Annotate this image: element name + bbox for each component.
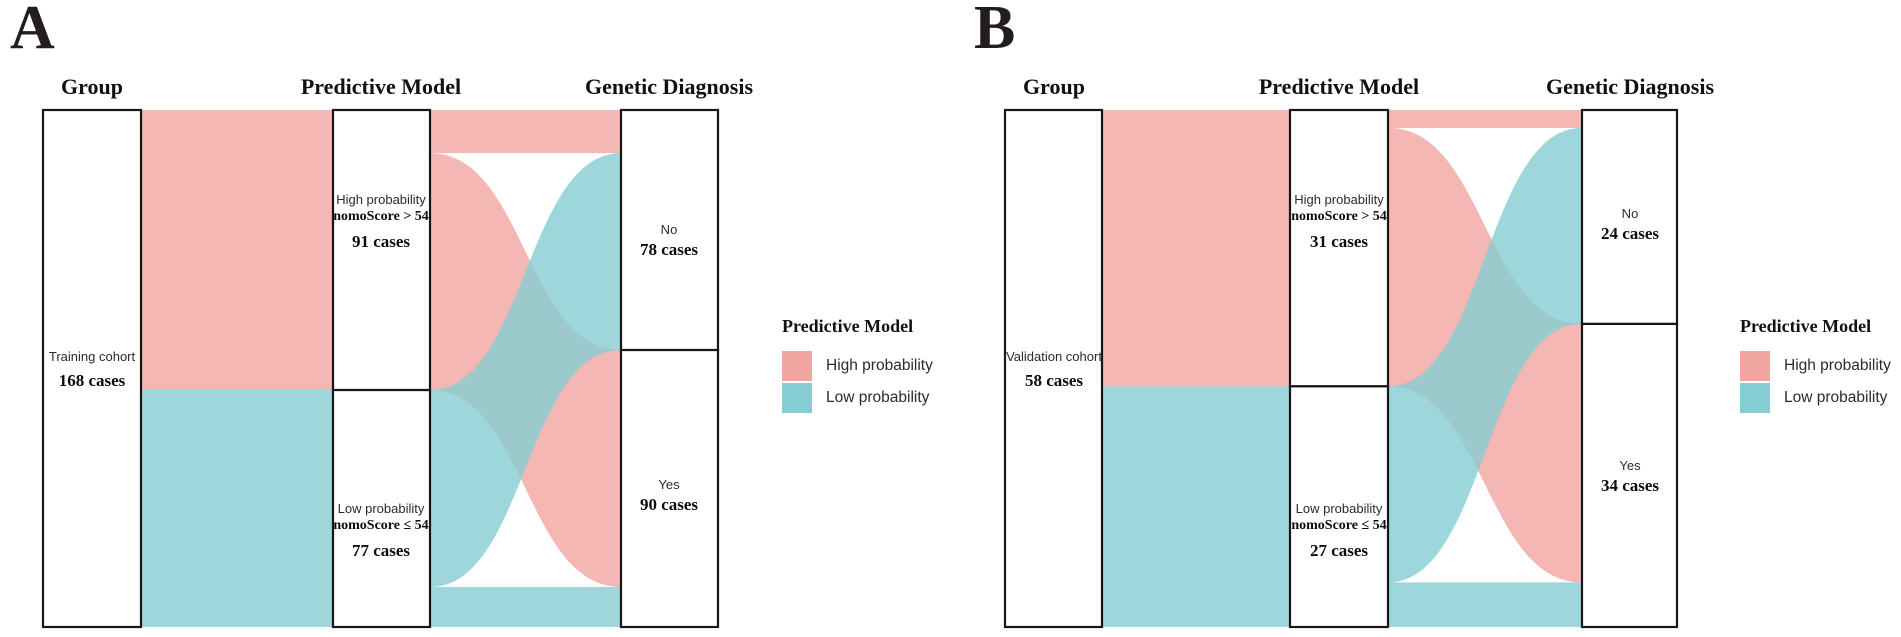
panel-b-letter: B [974, 0, 1016, 62]
stratum-name: High probability [1294, 192, 1384, 207]
stratum-a-diagnosis-no [619, 108, 720, 352]
stratum-a-model-low [331, 388, 432, 629]
stratum-cases: 34 cases [1600, 476, 1660, 496]
stratum-b-group [1003, 108, 1104, 629]
stratum-name: Yes [1619, 458, 1641, 473]
stratum-cases: 77 cases [351, 541, 411, 561]
ribbon-a-low-to-yes [430, 586, 621, 627]
high-probability-swatch [1740, 351, 1770, 381]
axis-title-b-group: Group [1023, 74, 1085, 99]
stratum-name: High probability [336, 192, 426, 207]
axis-title-b-model: Predictive Model [1258, 74, 1420, 99]
ribbon-a-high-to-no [430, 110, 621, 154]
node-label-b-group: Validation cohort 58 cases [1006, 349, 1102, 392]
ribbon-b-low-to-no [1388, 127, 1582, 583]
stratum-name: No [660, 222, 678, 237]
node-label-a-model-low: Low probability nomoScore ≤ 54 77 cases [333, 501, 428, 562]
stratum-name: Low probability [1295, 501, 1383, 516]
stratum-a-group [41, 108, 143, 629]
group-name: Training cohort [48, 349, 136, 364]
flow-b-group-to-low [1102, 386, 1290, 627]
node-label-a-diagnosis-yes: Yes 90 cases [640, 477, 698, 516]
stratum-rule: nomoScore ≤ 54 [333, 518, 429, 534]
stratum-cases: 24 cases [1600, 224, 1660, 244]
flow-a-group-to-low [141, 390, 333, 627]
group-cases: 58 cases [1024, 371, 1084, 391]
legend-title: Predictive Model [782, 316, 914, 336]
stratum-name: Low probability [337, 501, 425, 516]
stratum-b-model-high [1288, 108, 1390, 388]
stratum-a-diagnosis-yes [619, 348, 720, 629]
node-label-b-model-low: Low probability nomoScore ≤ 54 27 cases [1291, 501, 1386, 562]
legend-item-low: Low probability [1740, 382, 1891, 414]
stratum-rule: nomoScore > 54 [1291, 209, 1387, 225]
stratum-name: Yes [658, 477, 680, 492]
stratum-name: No [1621, 206, 1639, 221]
group-name: Validation cohort [1006, 349, 1102, 364]
node-label-b-diagnosis-no: No 24 cases [1601, 206, 1659, 245]
legend-b: Predictive Model High probability Low pr… [1740, 316, 1891, 414]
stratum-b-model-low [1288, 385, 1390, 629]
stratum-rule: nomoScore > 54 [333, 209, 429, 225]
legend-item-high: High probability [782, 350, 933, 382]
legend-label: High probability [1784, 357, 1891, 374]
axis-title-a-model: Predictive Model [300, 74, 462, 99]
ribbon-a-low-to-no [430, 153, 621, 587]
node-label-b-diagnosis-yes: Yes 34 cases [1601, 458, 1659, 497]
node-label-a-group: Training cohort 168 cases [49, 349, 135, 392]
axis-title-a-diagnosis: Genetic Diagnosis [584, 74, 754, 99]
group-cases: 168 cases [58, 371, 126, 391]
stratum-b-diagnosis-yes [1580, 322, 1679, 629]
legend-label: High probability [826, 357, 933, 374]
legend-title: Predictive Model [1740, 316, 1872, 336]
stratum-cases: 90 cases [639, 495, 699, 515]
flow-b-group-to-high [1102, 110, 1290, 387]
axis-title-b-diagnosis: Genetic Diagnosis [1545, 74, 1715, 99]
panel-a-letter: A [10, 0, 55, 62]
node-label-b-model-high: High probability nomoScore > 54 31 cases [1291, 192, 1387, 253]
stratum-cases: 31 cases [1309, 232, 1369, 252]
legend-item-low: Low probability [782, 382, 933, 414]
node-label-a-diagnosis-no: No 78 cases [640, 222, 698, 261]
low-probability-swatch [782, 383, 812, 413]
node-label-a-model-high: High probability nomoScore > 54 91 cases [333, 192, 429, 253]
legend-item-high: High probability [1740, 350, 1891, 382]
legend-a: Predictive Model High probability Low pr… [782, 316, 933, 414]
low-probability-swatch [1740, 383, 1770, 413]
stratum-cases: 78 cases [639, 240, 699, 260]
ribbon-b-low-to-yes [1388, 582, 1582, 627]
legend-label: Low probability [1784, 389, 1888, 406]
stratum-rule: nomoScore ≤ 54 [1291, 518, 1387, 534]
axis-title-a-group: Group [61, 74, 123, 99]
stratum-a-model-high [331, 108, 432, 392]
ribbon-b-high-to-no [1388, 110, 1582, 128]
legend-label: Low probability [826, 389, 930, 406]
stratum-cases: 91 cases [351, 232, 411, 252]
flow-a-group-to-high [141, 110, 333, 391]
stratum-cases: 27 cases [1309, 541, 1369, 561]
high-probability-swatch [782, 351, 812, 381]
